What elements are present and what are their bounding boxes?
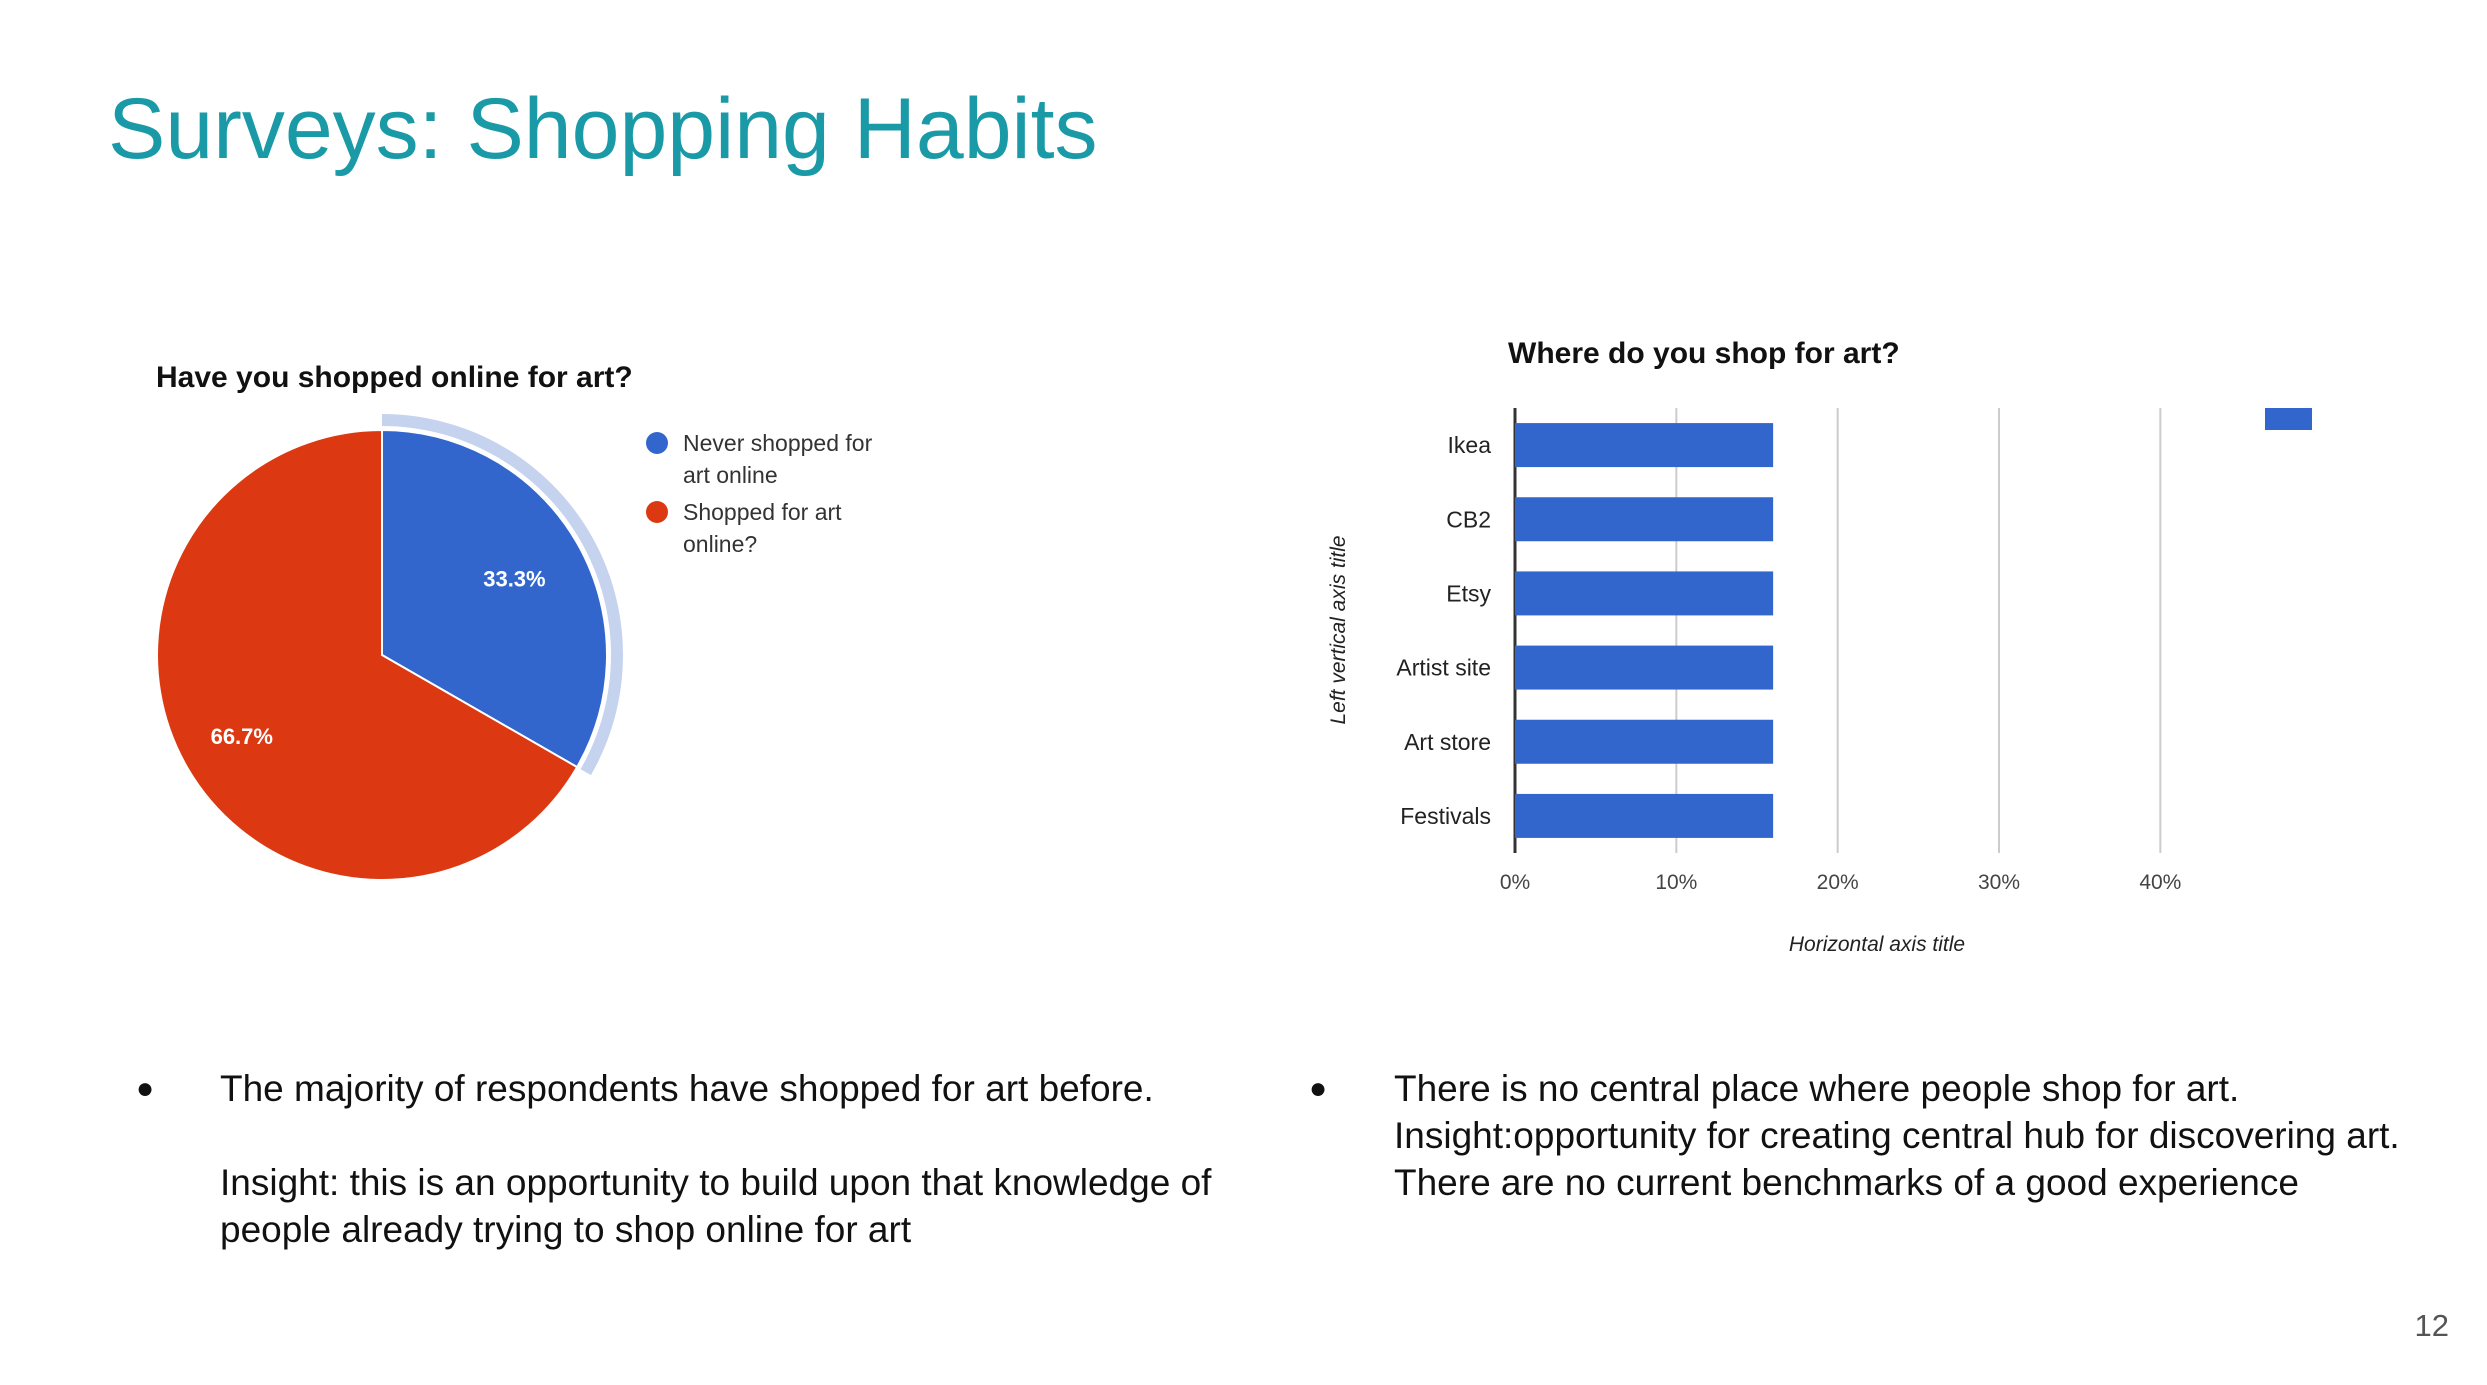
category-label-4: Art store — [1404, 729, 1491, 755]
pie-slice-label-0: 33.3% — [483, 566, 545, 591]
bar-0 — [1515, 423, 1774, 468]
bullet-marker-left: ● — [136, 1072, 155, 1105]
x-tick-label-1: 10% — [1655, 871, 1697, 894]
x-tick-label-2: 20% — [1817, 871, 1859, 894]
category-label-0: Ikea — [1448, 432, 1492, 458]
bar-legend-swatch — [2265, 408, 2312, 430]
note-right-line2: Insight:opportunity for creating central… — [1394, 1115, 2400, 1203]
bar-3 — [1515, 645, 1774, 690]
bar-chart-title: Where do you shop for art? — [1508, 337, 1900, 370]
page-number: 12 — [2414, 1308, 2449, 1343]
legend-label-1-0: Shopped for art — [683, 499, 842, 525]
category-label-2: Etsy — [1446, 580, 1491, 606]
x-tick-label-0: 0% — [1500, 871, 1530, 894]
x-tick-label-3: 30% — [1978, 871, 2020, 894]
x-axis-title: Horizontal axis title — [1789, 933, 1965, 956]
x-tick-label-4: 40% — [2139, 871, 2181, 894]
pie-slice-1 — [156, 428, 579, 881]
bar-4 — [1515, 719, 1774, 764]
note-left-line2: Insight: this is an opportunity to build… — [220, 1162, 1212, 1250]
bar-2 — [1515, 571, 1774, 616]
note-left-line1: The majority of respondents have shopped… — [220, 1068, 1154, 1109]
y-axis-title: Left vertical axis title — [1327, 535, 1350, 724]
category-label-1: CB2 — [1446, 506, 1491, 532]
pie-selection-highlight — [382, 414, 623, 776]
category-label-5: Festivals — [1400, 803, 1491, 829]
note-left: The majority of respondents have shopped… — [220, 1065, 1230, 1253]
pie-slice-0 — [381, 428, 608, 769]
bar-1 — [1515, 497, 1774, 542]
bullet-marker-right: ● — [1309, 1072, 1328, 1105]
pie-slice-label-1: 66.7% — [211, 724, 273, 749]
pie-chart-title: Have you shopped online for art? — [156, 361, 633, 394]
legend-label-1-1: online? — [683, 531, 757, 557]
legend-marker-0 — [646, 432, 668, 454]
legend-marker-1 — [646, 501, 668, 523]
note-right: There is no central place where people s… — [1394, 1065, 2414, 1206]
bar-5 — [1515, 793, 1774, 838]
note-right-line1: There is no central place where people s… — [1394, 1068, 2240, 1109]
slide-title: Surveys: Shopping Habits — [108, 81, 1098, 177]
legend-label-0-1: art online — [683, 462, 778, 488]
category-label-3: Artist site — [1396, 655, 1491, 681]
legend-label-0-0: Never shopped for — [683, 430, 873, 456]
